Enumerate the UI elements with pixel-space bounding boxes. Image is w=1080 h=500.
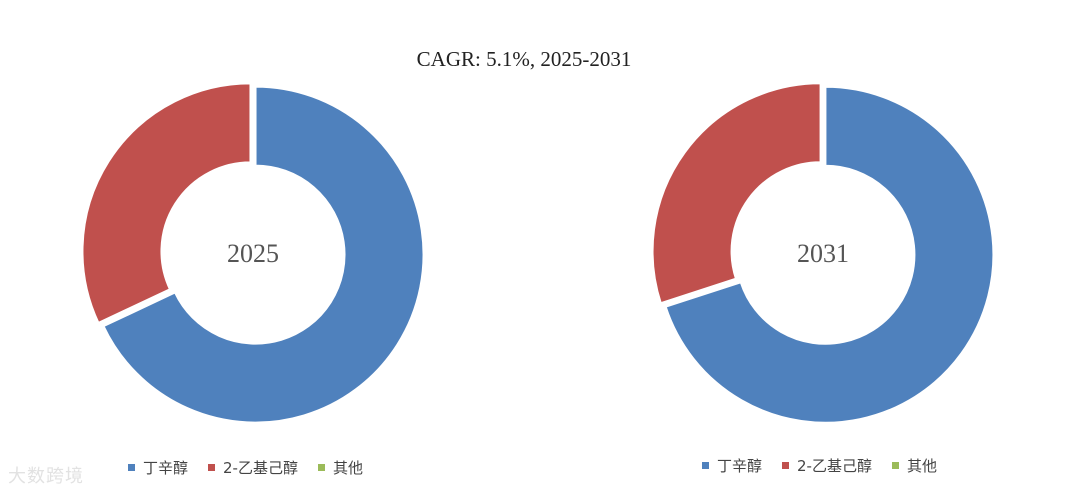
donut-slice bbox=[664, 85, 995, 424]
legend-label: 2-乙基己醇 bbox=[223, 459, 298, 477]
legend-2031: 丁辛醇 2-乙基己醇 其他 bbox=[702, 455, 957, 476]
chart-title: CAGR: 5.1%, 2025-2031 bbox=[416, 47, 632, 71]
donut-slice bbox=[651, 82, 822, 305]
legend-swatch bbox=[128, 464, 135, 471]
center-label: 2025 bbox=[227, 239, 279, 268]
legend-item: 丁辛醇 bbox=[128, 457, 188, 478]
legend-label: 丁辛醇 bbox=[143, 459, 189, 477]
legend-label: 其他 bbox=[906, 457, 937, 475]
donut-slice bbox=[81, 82, 252, 325]
legend-item: 2-乙基己醇 bbox=[208, 457, 298, 478]
watermark: 大数跨境 bbox=[8, 466, 84, 487]
legend-swatch bbox=[317, 464, 325, 471]
legend-item: 其他 bbox=[317, 457, 363, 478]
legend-item: 2-乙基己醇 bbox=[782, 455, 872, 476]
donut-chart-2025: 2025 bbox=[81, 82, 425, 424]
legend-swatch bbox=[782, 462, 790, 469]
legend-swatch bbox=[208, 464, 216, 471]
legend-swatch bbox=[891, 462, 899, 469]
legend-label: 丁辛醇 bbox=[717, 457, 763, 475]
donut-chart-2031: 2031 bbox=[651, 82, 995, 424]
legend-label: 2-乙基己醇 bbox=[797, 457, 872, 475]
legend-swatch bbox=[702, 462, 709, 469]
center-label: 2031 bbox=[797, 239, 849, 268]
legend-item: 丁辛醇 bbox=[702, 455, 762, 476]
legend-label: 其他 bbox=[332, 459, 363, 477]
donut-slice bbox=[102, 85, 425, 424]
legend-2025: 丁辛醇 2-乙基己醇 其他 bbox=[128, 457, 383, 478]
legend-item: 其他 bbox=[891, 455, 937, 476]
